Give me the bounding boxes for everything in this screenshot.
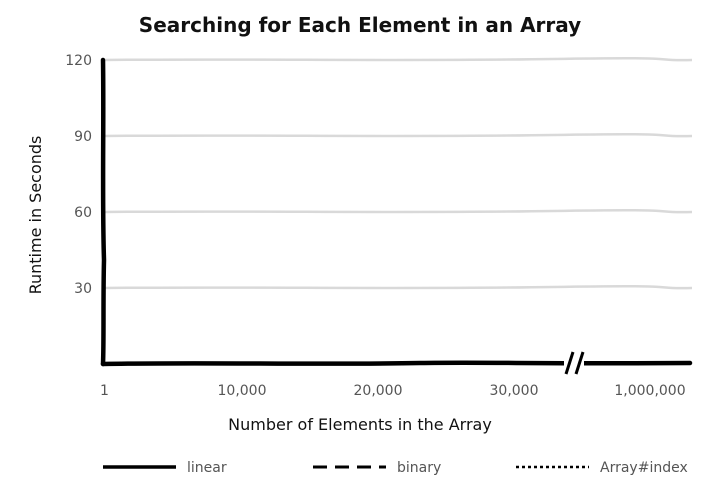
y-tick-labels: 120 90 60 30: [65, 53, 92, 297]
x-axis-label: Number of Elements in the Array: [228, 415, 492, 434]
chart-title: Searching for Each Element in an Array: [139, 13, 581, 37]
y-tick-label: 30: [74, 281, 92, 297]
legend-label: linear: [187, 460, 227, 476]
x-tick-label: 20,000: [354, 383, 403, 399]
y-tick-label: 90: [74, 129, 92, 145]
axis-break-mark: [564, 351, 585, 375]
x-tick-label: 1: [100, 383, 109, 399]
x-tick-labels: 1 10,000 20,000 30,000 1,000,000: [100, 383, 686, 399]
y-tick-label: 60: [74, 205, 92, 221]
grid-lines: [102, 56, 693, 290]
x-tick-label: 1,000,000: [614, 383, 685, 399]
legend-item: Array#index: [516, 460, 688, 476]
legend: linear binary Array#index: [103, 460, 688, 476]
legend-label: binary: [397, 460, 441, 476]
x-tick-label: 30,000: [490, 383, 539, 399]
y-tick-label: 120: [65, 53, 92, 69]
x-axis: [100, 360, 693, 367]
legend-item: linear: [103, 460, 227, 476]
grid-line: [102, 284, 693, 290]
legend-label: Array#index: [600, 460, 688, 476]
y-axis-label: Runtime in Seconds: [26, 136, 45, 295]
y-axis: [100, 57, 107, 367]
x-tick-label: 10,000: [218, 383, 267, 399]
legend-item: binary: [313, 460, 441, 476]
grid-line: [102, 132, 693, 138]
grid-line: [102, 208, 693, 214]
grid-line: [102, 56, 693, 62]
